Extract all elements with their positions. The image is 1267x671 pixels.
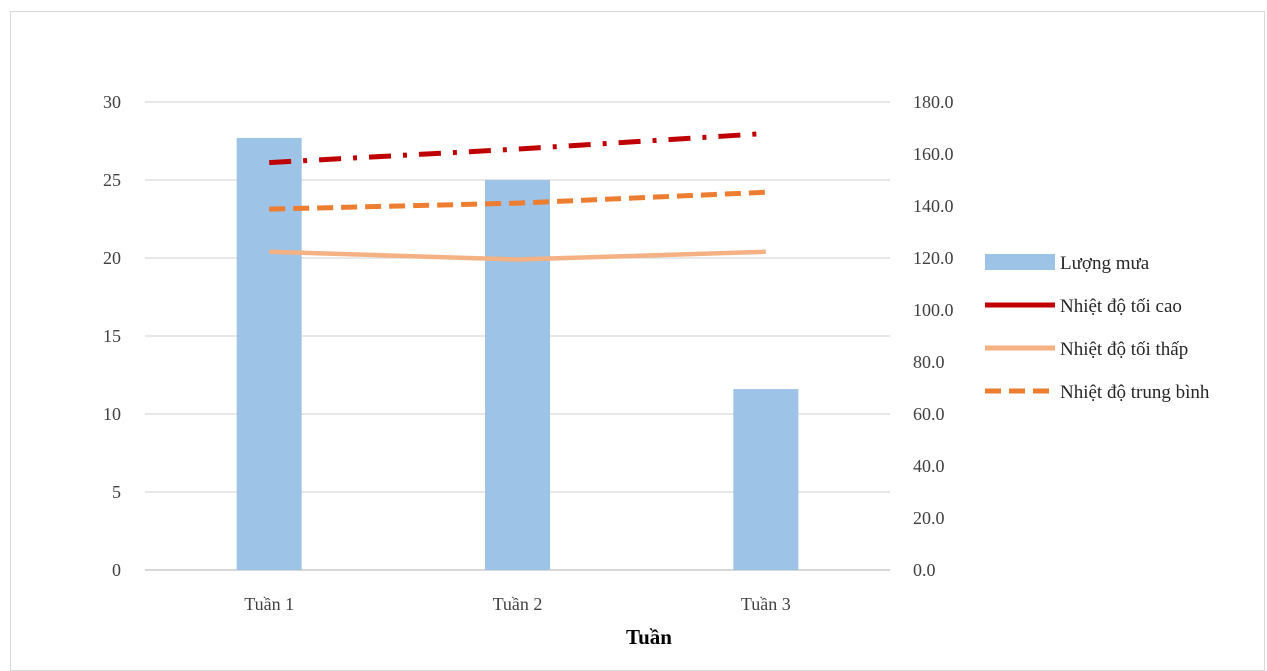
right-tick-label: 40.0 [913,456,945,476]
left-tick-label: 5 [112,482,121,502]
series-line [269,189,766,212]
bar [733,389,799,570]
left-axis-ticks: 0 5 10 15 20 25 30 [103,92,121,580]
left-tick-label: 0 [112,560,121,580]
right-tick-label: 80.0 [913,352,945,372]
legend: Lượng mưa Nhiệt độ tối cao Nhiệt độ tối th… [985,253,1210,403]
x-tick-label: Tuần 2 [493,594,543,614]
right-tick-label: 0.0 [913,560,936,580]
chart-frame [10,11,1265,671]
x-axis-title: Tuần [626,625,672,649]
right-tick-label: 20.0 [913,508,945,528]
bar [236,137,302,570]
right-tick-label: 160.0 [913,144,954,164]
right-tick-label: 180.0 [913,92,954,112]
left-tick-label: 25 [103,170,121,190]
line-series [269,130,766,262]
right-tick-label: 120.0 [913,248,954,268]
right-tick-label: 140.0 [913,196,954,216]
series-line [269,249,766,262]
bar-series [236,137,799,570]
series-line [269,130,766,166]
legend-swatch [985,254,1055,270]
left-tick-label: 20 [103,248,121,268]
x-axis-ticks: Tuần 1 Tuần 2 Tuần 3 [244,594,791,614]
right-tick-label: 100.0 [913,300,954,320]
left-tick-label: 15 [103,326,121,346]
bar [485,180,550,570]
left-tick-label: 30 [103,92,121,112]
left-tick-label: 10 [103,404,121,424]
legend-label: Nhiệt độ tối thấp [1060,339,1188,360]
x-tick-label: Tuần 3 [741,594,791,614]
x-tick-label: Tuần 1 [244,594,294,614]
legend-label: Lượng mưa [1060,253,1150,274]
right-axis-ticks: 0.0 20.0 40.0 60.0 80.0 100.0 120.0 140.0 160.0 1… [913,92,954,580]
legend-label: Nhiệt độ tối cao [1060,296,1182,317]
right-tick-label: 60.0 [913,404,945,424]
legend-label: Nhiệt độ trung bình [1060,382,1210,403]
